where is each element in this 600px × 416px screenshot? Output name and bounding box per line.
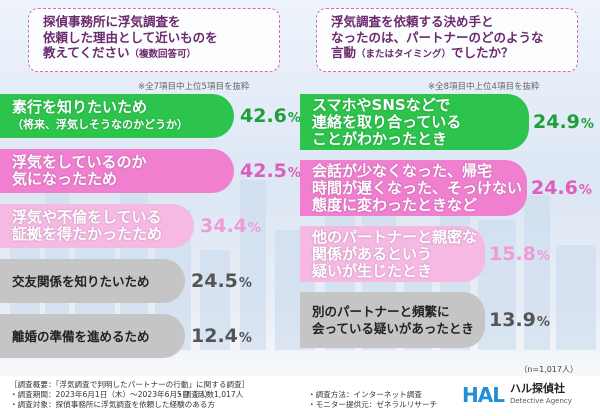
left-question-note: （複数回答可） [129,49,197,60]
left-bar-row: 浮気をしているのか 気になったため 42.5% [0,149,301,193]
footer-count: ・調査人数1,017人 [176,390,244,399]
left-bar-row: 素行を知りたいため （将来、浮気しそうなのかどうか） 42.6% [0,94,301,138]
right-bar-row: 他のパートナーと親密な 関係があるという 疑いが生じたとき 15.8% [300,226,600,282]
left-bar-label-line1: 離婚の準備を進めるため [12,328,150,344]
left-bar-label-line1: 浮気をしているのか [12,153,147,171]
left-bar-row: 交友関係を知りたいため 24.5% [0,259,300,303]
footer-overview: ［調査概要：「浮気調査で判明したパートナーの行動」に関する調査］ [10,380,250,389]
left-bar [0,314,185,358]
left-question-line-1: 探偵事務所に浮気調査を [43,14,181,29]
right-bar [300,226,485,282]
right-bar-value: 13.9% [489,292,550,348]
right-bar-row: 会話が少なくなった、帰宅 時間が遅くなった、そっけない 態度に変わったときなど 24.… [300,160,600,216]
left-bar [0,149,234,193]
right-bar-label-line1: スマホやSNSなどで [312,95,451,114]
left-bar-row: 浮気や不倫をしている 証拠を得たかったため 34.4% [0,204,300,248]
right-bar-value-number: 24.9 [533,111,580,133]
left-bar-value-unit: % [247,220,261,236]
right-bar-value-number: 15.8 [489,243,536,265]
left-question-line-2: 依頼した理由として近いものを [43,29,218,45]
right-bar-row: 別のパートナーと頻繁に会っている疑いがあったとき 13.9% [300,292,600,348]
left-bar-value-number: 24.5 [191,270,238,292]
right-bar-value-unit: % [580,116,594,132]
right-bar-label: スマホやSNSなどで 連絡を取り合っている ことがわかったとき [312,94,461,150]
right-bar-value: 24.9% [533,94,594,150]
left-bar-value: 34.4% [200,204,261,248]
right-bar-label-line2: 時間が遅くなった、そっけない [312,178,523,197]
right-bar-value-unit: % [536,314,550,330]
right-bar-label-line3: ことがわかったとき [312,129,448,148]
right-bar-row: スマホやSNSなどで 連絡を取り合っている ことがわかったとき 24.9% [300,94,600,150]
right-bar [300,160,527,216]
right-question-line-2: なったのは、パートナーのどのような [331,29,544,45]
left-bar-value: 12.4% [191,314,252,358]
left-bar [0,94,234,138]
right-question-line-3: 言動 [331,45,357,60]
left-bar-label-line2: 気になったため [12,170,118,188]
right-bar-label: 他のパートナーと親密な 関係があるという 疑いが生じたとき [312,226,477,282]
left-bar-row: 離婚の準備を進めるため 12.4% [0,314,300,358]
right-bar-label: 会話が少なくなった、帰宅 時間が遅くなった、そっけない 態度に変わったときなど [312,160,522,216]
left-bar [0,204,194,248]
left-bar-value-number: 42.6 [240,105,287,127]
right-bar-value-number: 13.9 [489,309,536,331]
right-bar-label-line2: 連絡を取り合っている [312,112,462,131]
right-bar-value-unit: % [536,248,550,264]
left-question-box: 探偵事務所に浮気調査を 依頼した理由として近いものを 教えてください（複数回答可… [28,8,280,72]
left-bar-value-number: 42.5 [240,160,287,182]
right-question-box: 浮気調査を依頼する決め手と なったのは、パートナーのどのような 言動（またはタイ… [316,8,578,72]
right-bar-label-line2: 関係があるという [312,244,433,263]
right-bar-label-line1: 会話が少なくなった、帰宅 [312,161,493,180]
hal-logo-name-jp: ハル探偵社 [509,382,565,395]
left-bar-label: 浮気をしているのか 気になったため [12,149,147,193]
left-bar-value-number: 12.4 [191,325,238,347]
footer-target: ・調査対象：探偵事務所に浮気調査を依頼した経験のある方 [10,400,216,409]
left-question-line-3: 教えてください [43,45,130,60]
left-bar [0,259,185,303]
right-selection-note: ※全8項目中上位4項目を抜粋 [428,82,540,92]
left-bar-label-line2: （将来、浮気しそうなのかどうか） [12,118,188,131]
left-bar-label-line2: 証拠を得たかったため [12,225,163,243]
left-bar-label-line1: 浮気や不倫をしている [12,208,162,226]
right-bar-label-line1: 別のパートナーと頻繁に [312,304,450,319]
right-bar-value: 24.6% [531,160,592,216]
left-bar-value-unit: % [287,165,301,181]
right-bar-label: 別のパートナーと頻繁に会っている疑いがあったとき [312,292,474,348]
right-bar-label-line3: 疑いが生じたとき [312,261,433,280]
left-bar-value-unit: % [287,110,301,126]
right-bar [300,292,485,348]
hal-logo-name-en: Detective Agency [509,397,572,405]
left-bar-value-unit: % [238,275,252,291]
left-bar-label: 浮気や不倫をしている 証拠を得たかったため [12,204,162,248]
hal-logo: HAL ハル探偵社 Detective Agency [462,379,572,411]
footer-provider: ・モニター提供元：ゼネラルリサーチ [308,400,438,409]
left-bar-label: 離婚の準備を進めるため [12,314,150,358]
left-bar-value: 42.5% [240,149,301,193]
right-bar-label-line2: 会っている疑いがあったとき [312,321,474,336]
left-bar-value: 24.5% [191,259,252,303]
right-question-note: （またはタイミング） [356,49,452,60]
survey-footer: ［調査概要：「浮気調査で判明したパートナーの行動」に関する調査］ ・調査期間：2… [0,376,600,416]
left-bar-label-line1: 素行を知りたいため [12,98,148,116]
footer-method: ・調査方法：インターネット調査 [308,390,422,399]
left-bar-label: 素行を知りたいため （将来、浮気しそうなのかどうか） [12,94,188,138]
left-bar-label-line1: 交友関係を知りたいため [12,273,150,289]
right-bar-label-line1: 他のパートナーと親密な [312,227,478,246]
left-selection-note: ※全7項目中上位5項目を抜粋 [138,82,250,92]
right-bar-value-number: 24.6 [531,177,578,199]
right-bar [300,94,529,150]
left-bar-value-number: 34.4 [200,215,247,237]
right-question-line-1: 浮気調査を依頼する決め手と [331,14,494,29]
left-bar-label: 交友関係を知りたいため [12,259,150,303]
right-bar-value: 15.8% [489,226,550,282]
hal-logo-mark: HAL [462,383,505,407]
right-bar-value-unit: % [578,182,592,198]
right-question-end: でしたか？ [451,45,514,60]
footer-period: ・調査期間：2023年6月1日（木）～2023年6月5日（月） [10,390,213,399]
left-bar-value-unit: % [238,330,252,346]
sample-size-note: （n=1,017人） [519,365,578,374]
left-bar-value: 42.6% [240,94,301,138]
right-bar-label-line3: 態度に変わったときなど [312,195,478,214]
